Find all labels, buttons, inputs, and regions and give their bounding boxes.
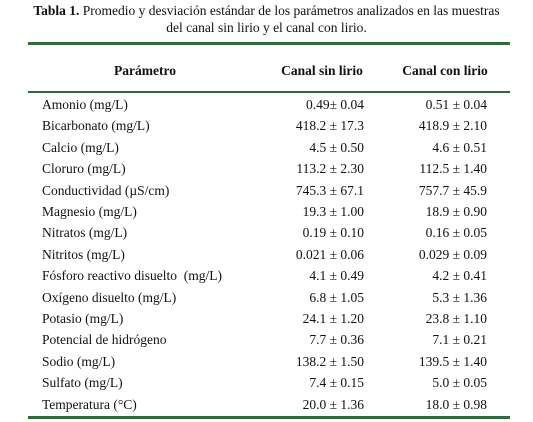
value-cell: 5.0 ± 0.05 [432,375,487,391]
parameter-cell: Temperatura (°C) [42,396,137,412]
parameter-cell: Oxígeno disuelto (mg/L) [42,289,177,305]
value-cell: 418.9 ± 2.10 [418,118,487,134]
value-cell: 139.5 ± 1.40 [418,353,487,369]
parameter-cell: Magnesio (mg/L) [42,204,137,219]
value-cell: 0.19 ± 0.10 [302,225,364,241]
caption-text: Promedio y desviación estándar de los pa… [82,3,500,18]
parameter-cell: Amonio (mg/L) [42,97,128,112]
caption-text: del canal sin lirio y el canal con lirio… [166,20,367,35]
parameter-cell: Fósforo reactivo disuelto (mg/L) [42,268,222,284]
value-cell: 6.8 ± 1.05 [309,289,364,305]
value-cell: 23.8 ± 1.10 [425,311,487,326]
value-cell: 4.1 ± 0.49 [309,268,364,284]
header-cell: Canal con lirio [402,63,488,78]
value-cell: 0.021 ± 0.06 [295,246,364,262]
value-cell: 757.7 ± 45.9 [418,182,487,198]
value-cell: 113.2 ± 2.30 [296,161,364,177]
parameter-cell: Bicarbonato (mg/L) [42,118,150,134]
top-rule [28,42,510,45]
value-cell: 0.029 ± 0.09 [418,246,487,262]
parameter-cell: Cloruro (mg/L) [42,161,126,177]
parameter-cell: Potasio (mg/L) [42,311,124,326]
value-cell: 18.0 ± 0.98 [425,396,487,412]
value-cell: 5.3 ± 1.36 [432,289,487,305]
value-cell: 4.6 ± 0.51 [432,139,487,155]
parameter-cell: Potencial de hidrógeno [42,332,167,348]
header-cell: Canal sin lirio [281,63,363,78]
caption-label: Tabla 1. [33,3,80,18]
value-cell: 745.3 ± 67.1 [295,182,364,198]
parameter-cell: Sodio (mg/L) [42,353,116,369]
parameter-cell: Conductividad (µS/cm) [42,182,170,198]
value-cell: 138.2 ± 1.50 [295,353,364,369]
parameter-cell: Nitritos (mg/L) [42,246,125,262]
header-cell: Parámetro [114,63,176,78]
bottom-rule [28,416,510,419]
value-cell: 0.16 ± 0.05 [425,225,487,241]
value-cell: 19.3 ± 1.00 [302,204,364,219]
value-cell: 4.2 ± 0.41 [432,268,487,284]
parameter-cell: Nitratos (mg/L) [42,225,128,241]
value-cell: 418.2 ± 17.3 [295,118,364,134]
header-rule [28,91,510,93]
caption-line: Tabla 1. Promedio y desviación estándar … [6,3,527,19]
value-cell: 18.9 ± 0.90 [425,204,487,219]
value-cell: 0.51 ± 0.04 [425,97,487,112]
value-cell: 112.5 ± 1.40 [419,161,487,177]
value-cell: 4.5 ± 0.50 [309,139,364,155]
value-cell: 0.49± 0.04 [305,97,364,112]
value-cell: 20.0 ± 1.36 [302,396,364,412]
parameter-cell: Sulfato (mg/L) [42,375,123,391]
value-cell: 7.7 ± 0.36 [309,332,364,348]
value-cell: 7.4 ± 0.15 [309,375,364,391]
value-cell: 7.1 ± 0.21 [432,332,487,348]
value-cell: 24.1 ± 1.20 [302,311,364,326]
parameter-cell: Calcio (mg/L) [42,139,119,155]
